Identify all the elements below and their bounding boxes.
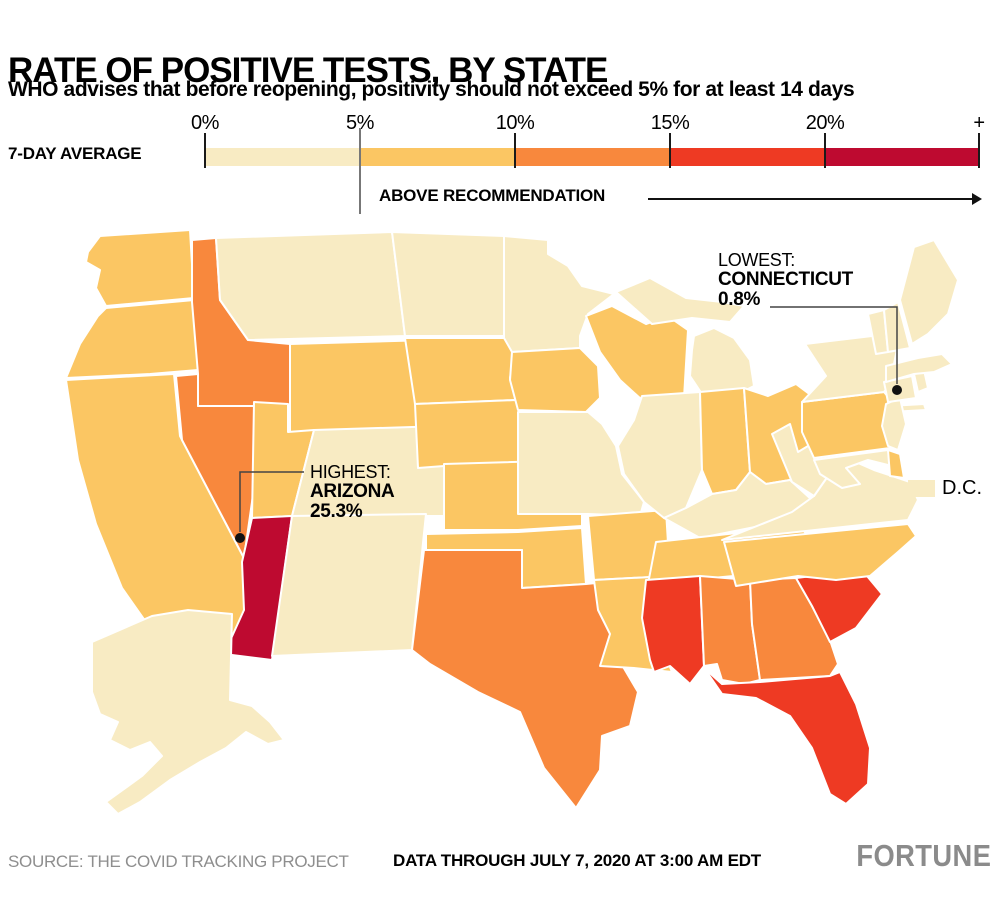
annotation-highest-state: ARIZONA [310,481,395,502]
state-in [699,387,751,495]
legend-tick-mark [204,133,206,168]
fortune-logo: FORTUNE [856,838,991,873]
legend-tick-label-15%: 15% [650,112,690,134]
state-nd [391,231,505,337]
annotation-lowest-prefix: LOWEST: [718,250,795,270]
state-nc [723,523,917,587]
annotation-highest: HIGHEST: ARIZONA 25.3% [310,462,395,522]
us-choropleth-map [65,229,959,815]
state-fl [703,667,871,805]
legend-tick-label-5%: 5% [346,112,374,134]
state-me [899,239,959,345]
dc-legend-swatch [908,480,935,497]
annotation-lowest-state: CONNECTICUT [718,269,853,290]
state-wa [85,229,195,307]
leader-line-lowest [770,306,898,384]
leader-line-highest [239,471,304,532]
page-title: RATE OF POSITIVE TESTS, BY STATE [8,51,608,91]
state-nm [271,513,427,657]
legend-segment-20%+ [825,148,980,166]
state-de [887,449,905,479]
arrow-head-icon [972,193,982,205]
annotation-lowest: LOWEST: CONNECTICUT 0.8% [718,250,853,310]
legend-tick-mark [978,133,980,168]
legend-tick-label-20%: 20% [805,112,845,134]
state-mi [689,327,755,395]
state-ma [885,353,953,383]
state-mt [215,231,406,341]
marker-dot-arizona [235,533,245,543]
legend-tick-mark [669,133,671,168]
legend-segment-10-15% [515,148,670,166]
dc-legend-label: D.C. [942,477,982,499]
state-pa [801,391,895,459]
state-ia [509,347,601,413]
subtitle: WHO advises that before reopening, posit… [8,78,855,101]
legend-tick-mark [824,133,826,168]
state-or [65,299,199,379]
legend-tick-mark [514,133,516,168]
legend-tick-label-0%: 0% [191,112,219,134]
legend-segment-0-5% [205,148,360,166]
state-mi [615,277,745,325]
annotation-highest-value: 25.3% [310,501,363,522]
legend-color-bar [205,148,980,166]
legend-label: 7-DAY AVERAGE [8,144,142,163]
marker-dot-connecticut [892,385,902,395]
state-sd [404,337,517,405]
annotation-lowest-value: 0.8% [718,289,761,310]
above-recommendation-label: ABOVE RECOMMENDATION [379,186,606,205]
annotation-highest-prefix: HIGHEST: [310,462,391,482]
legend-segment-5-10% [360,148,515,166]
state-wi [585,305,689,401]
state-mn [503,235,615,353]
above-recommendation-arrow [648,198,974,200]
legend-tick-label-+: + [973,112,985,134]
legend-tick-label-10%: 10% [495,112,535,134]
state-ak [91,609,285,815]
source-credit: SOURCE: THE COVID TRACKING PROJECT [8,852,349,871]
state-tx [411,549,639,809]
legend-segment-15-20% [670,148,825,166]
threshold-5pct-line [359,128,361,214]
data-through-note: DATA THROUGH JULY 7, 2020 AT 3:00 AM EDT [393,851,761,870]
